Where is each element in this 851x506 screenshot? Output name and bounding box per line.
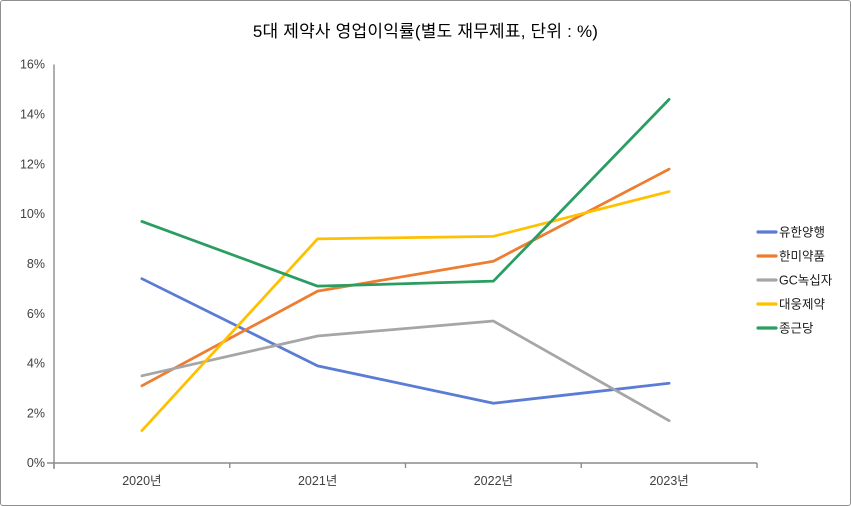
series-line [140, 190, 671, 432]
series-line [140, 277, 671, 405]
y-tick-label: 12% [20, 157, 45, 171]
y-tick-label: 2% [27, 406, 45, 420]
series-line [140, 319, 671, 423]
y-tick-label: 10% [20, 207, 45, 221]
series-line [140, 167, 671, 388]
x-tick-label: 2021년 [298, 474, 337, 488]
legend-label: 종근당 [779, 321, 814, 335]
series-line [140, 97, 671, 288]
legend-label: GC녹십자 [779, 273, 833, 287]
y-tick-label: 6% [27, 307, 45, 321]
legend-label: 유한양행 [779, 224, 825, 239]
y-tick-label: 14% [20, 108, 45, 122]
chart-title: 5대 제약사 영업이익률(별도 재무제표, 단위 : %) [252, 22, 599, 41]
y-tick-label: 0% [27, 456, 45, 470]
y-tick-label: 16% [20, 58, 45, 72]
x-tick-label: 2022년 [474, 474, 513, 488]
y-tick-label: 8% [27, 257, 45, 271]
legend-label: 한미약품 [779, 248, 825, 263]
x-tick-label: 2023년 [649, 474, 688, 488]
y-tick-label: 4% [27, 357, 45, 371]
x-tick-label: 2020년 [122, 474, 161, 488]
legend-label: 대웅제약 [779, 296, 826, 311]
